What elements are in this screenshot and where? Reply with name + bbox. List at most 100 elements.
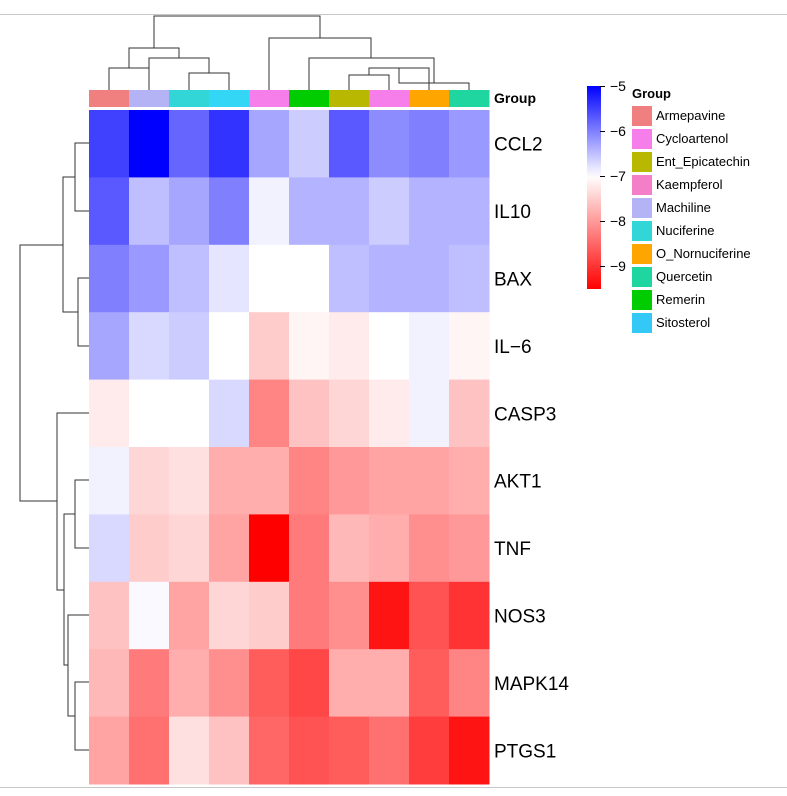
heatmap-cell [289,177,330,246]
row-label: IL−6 [494,337,532,358]
group-legend: Group Armepavine Cycloartenol Ent_Epicatec… [632,86,751,334]
heatmap-cell [169,379,210,448]
legend-label: Nuciferine [656,223,715,238]
heatmap-cell [409,177,450,246]
heatmap-cell [449,177,490,246]
heatmap-cell [289,447,330,515]
heatmap-cell [169,177,210,246]
legend-label: Cycloartenol [656,131,729,146]
legend-item: O_Nornuciferine [632,242,751,265]
heatmap-cell [89,312,130,381]
heatmap-cell [289,244,330,313]
legend-swatch [632,197,652,218]
heatmap-cell [289,379,330,448]
row-label: MAPK14 [494,674,569,695]
heatmap-cell [289,581,330,650]
heatmap-cell [449,581,490,650]
heatmap-cell [249,716,290,785]
heatmap-cell [129,447,170,515]
heatmap-cell [89,244,130,313]
heatmap-cell [209,716,250,785]
heatmap-cell [89,581,130,650]
heatmap-cell [89,110,130,178]
legend-title: Group [632,86,671,101]
heatmap-cell [449,514,490,583]
heatmap-cell [409,716,450,785]
heatmap-cell [369,581,410,650]
heatmap-cell [129,716,170,785]
heatmap-cell [249,581,290,650]
annotation-cell [369,90,410,107]
heatmap-cells [89,110,490,785]
heatmap-cell [89,177,130,246]
annotation-cell [449,90,490,107]
heatmap-cell [409,312,450,381]
heatmap-cell [409,379,450,448]
heatmap-cell [249,177,290,246]
heatmap-cell [249,649,290,718]
heatmap-cell [329,177,370,246]
heatmap-cell [409,649,450,718]
heatmap-cell [129,514,170,583]
heatmap-cell [209,649,250,718]
heatmap-cell [329,447,370,515]
heatmap-cell [169,649,210,718]
heatmap-cell [289,312,330,381]
heatmap-cell [369,716,410,785]
annotation-cell [249,90,290,107]
heatmap-cell [369,447,410,515]
annotation-title: Group [494,90,536,106]
legend-label: Ent_Epicatechin [656,154,750,169]
heatmap-cell [249,244,290,313]
heatmap-cell [209,244,250,313]
legend-item: Nuciferine [632,219,751,242]
legend-item: Ent_Epicatechin [632,150,751,173]
row-label: CCL2 [494,135,543,156]
heatmap-cell [329,379,370,448]
legend-item: Sitosterol [632,311,751,334]
heatmap-cell [329,244,370,313]
heatmap-cell [369,177,410,246]
heatmap-cell [249,379,290,448]
color-scale-tick: −9 [600,258,626,274]
heatmap-cell [249,312,290,381]
annotation-cell [129,90,170,107]
color-scale-tick: −5 [600,78,626,94]
heatmap-cell [369,312,410,381]
heatmap-cell [209,312,250,381]
heatmap-cell [169,716,210,785]
heatmap-cell [289,716,330,785]
heatmap-cell [129,312,170,381]
heatmap-cell [129,581,170,650]
legend-item: Armepavine [632,104,751,127]
legend-swatch [632,174,652,195]
color-scale-tick: −7 [600,168,626,184]
legend-label: Remerin [656,292,706,307]
heatmap-cell [449,649,490,718]
heatmap-cell [449,312,490,381]
legend-label: Armepavine [656,108,726,123]
heatmap-cell [129,379,170,448]
heatmap-cell [289,649,330,718]
heatmap-cell [209,110,250,178]
row-dendrogram [19,142,89,751]
group-annotation-bar [89,90,490,107]
heatmap-cell [369,379,410,448]
row-label: NOS3 [494,607,546,628]
annotation-cell [89,90,130,107]
annotation-cell [209,90,250,107]
top-rule [0,14,787,15]
heatmap-cell [329,716,370,785]
legend-item: Cycloartenol [632,127,751,150]
annotation-cell [329,90,370,107]
legend-swatch [632,266,652,287]
heatmap-cell [169,244,210,313]
heatmap-cell [209,379,250,448]
legend-label: Sitosterol [656,315,711,330]
row-label: CASP3 [494,404,556,425]
heatmap-cell [449,110,490,178]
color-scale-bar [587,86,601,289]
heatmap-cell [169,514,210,583]
heatmap-cell [89,514,130,583]
heatmap-cell [89,716,130,785]
